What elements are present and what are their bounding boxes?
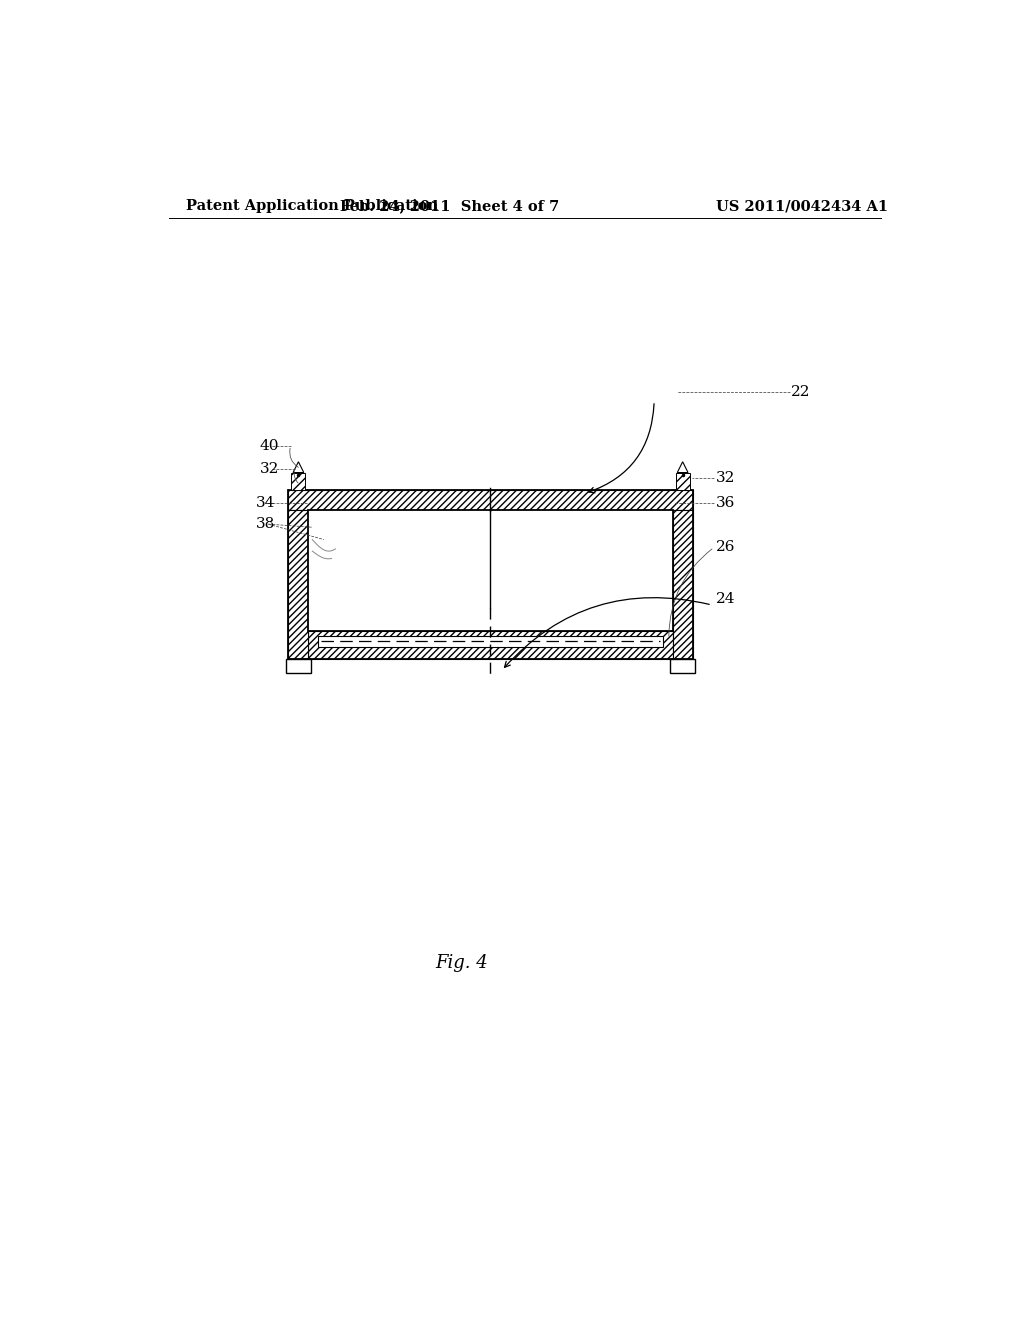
Text: 34: 34: [256, 496, 275, 511]
Bar: [292, 473, 305, 490]
Polygon shape: [677, 462, 688, 473]
Text: 22: 22: [792, 384, 811, 399]
Text: Patent Application Publication: Patent Application Publication: [186, 199, 438, 213]
Bar: [317, 636, 664, 647]
Bar: [671, 659, 695, 673]
Text: US 2011/0042434 A1: US 2011/0042434 A1: [716, 199, 888, 213]
Bar: [308, 510, 673, 631]
Text: 36: 36: [716, 496, 735, 511]
Bar: [286, 659, 310, 673]
Text: 40: 40: [260, 438, 280, 453]
Bar: [289, 510, 308, 659]
Bar: [289, 490, 692, 659]
Polygon shape: [293, 462, 304, 473]
Text: 32: 32: [260, 462, 280, 475]
Bar: [673, 510, 692, 659]
Bar: [676, 473, 689, 490]
Bar: [308, 631, 673, 659]
Text: 26: 26: [716, 540, 735, 554]
Text: Fig. 4: Fig. 4: [435, 954, 488, 972]
Bar: [289, 490, 692, 510]
Text: Feb. 24, 2011  Sheet 4 of 7: Feb. 24, 2011 Sheet 4 of 7: [341, 199, 560, 213]
Text: 32: 32: [716, 471, 735, 484]
Text: 24: 24: [716, 591, 735, 606]
Text: 38: 38: [256, 517, 275, 531]
